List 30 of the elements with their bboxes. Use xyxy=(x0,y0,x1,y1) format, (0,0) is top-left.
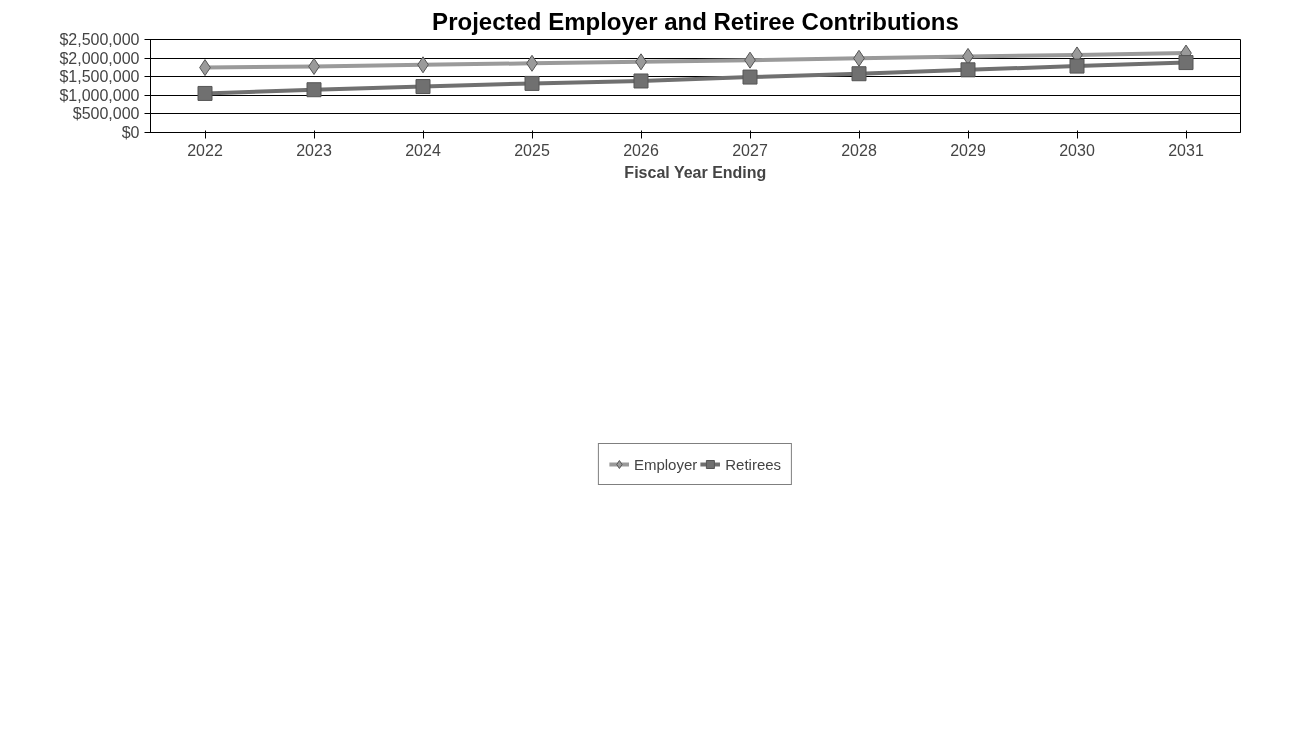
legend-label: Retirees xyxy=(725,455,782,473)
y-tick-label: $2,000,000 xyxy=(59,49,140,67)
y-tick-label: $0 xyxy=(121,124,140,141)
x-tick-label: 2028 xyxy=(841,141,877,159)
y-tick-label: $2,500,000 xyxy=(59,31,140,48)
x-tick-label: 2023 xyxy=(296,141,332,159)
point xyxy=(851,66,867,82)
x-tick-label: 2022 xyxy=(187,141,223,159)
y-tick-label: $1,500,000 xyxy=(59,68,140,86)
point xyxy=(1178,55,1194,71)
point xyxy=(960,62,976,78)
x-tick-label: 2024 xyxy=(405,141,441,159)
point xyxy=(524,75,540,91)
point xyxy=(742,69,758,85)
y-tick-label: $500,000 xyxy=(72,105,140,123)
y-tick-label: $1,000,000 xyxy=(59,86,140,104)
chart-title: Projected Employer and Retiree Contributions xyxy=(432,7,959,35)
point xyxy=(633,73,649,89)
x-tick-label: 2026 xyxy=(623,141,659,159)
x-tick-label: 2027 xyxy=(732,141,768,159)
point xyxy=(306,82,322,98)
x-axis-title: Fiscal Year Ending xyxy=(624,163,767,181)
legend-label: Employer xyxy=(633,455,698,473)
x-tick-label: 2030 xyxy=(1059,141,1095,159)
x-tick-label: 2025 xyxy=(514,141,550,159)
point xyxy=(1069,58,1085,74)
x-tick-label: 2031 xyxy=(1168,141,1204,159)
x-tick-label: 2029 xyxy=(950,141,986,159)
point xyxy=(197,85,213,101)
point xyxy=(415,79,431,95)
